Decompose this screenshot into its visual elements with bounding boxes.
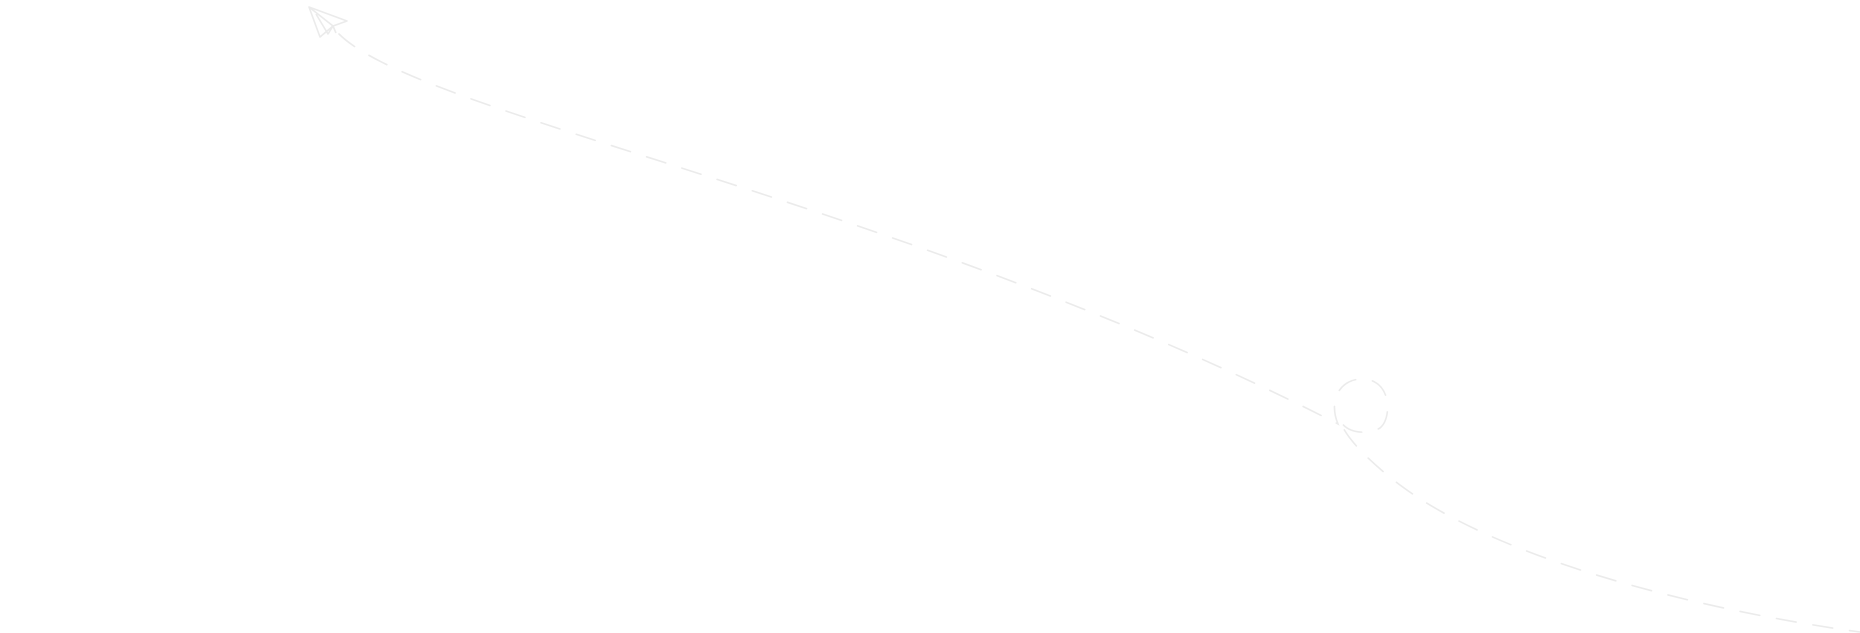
dashed-flight-path [338, 33, 1860, 633]
paper-plane-icon [308, 6, 348, 38]
